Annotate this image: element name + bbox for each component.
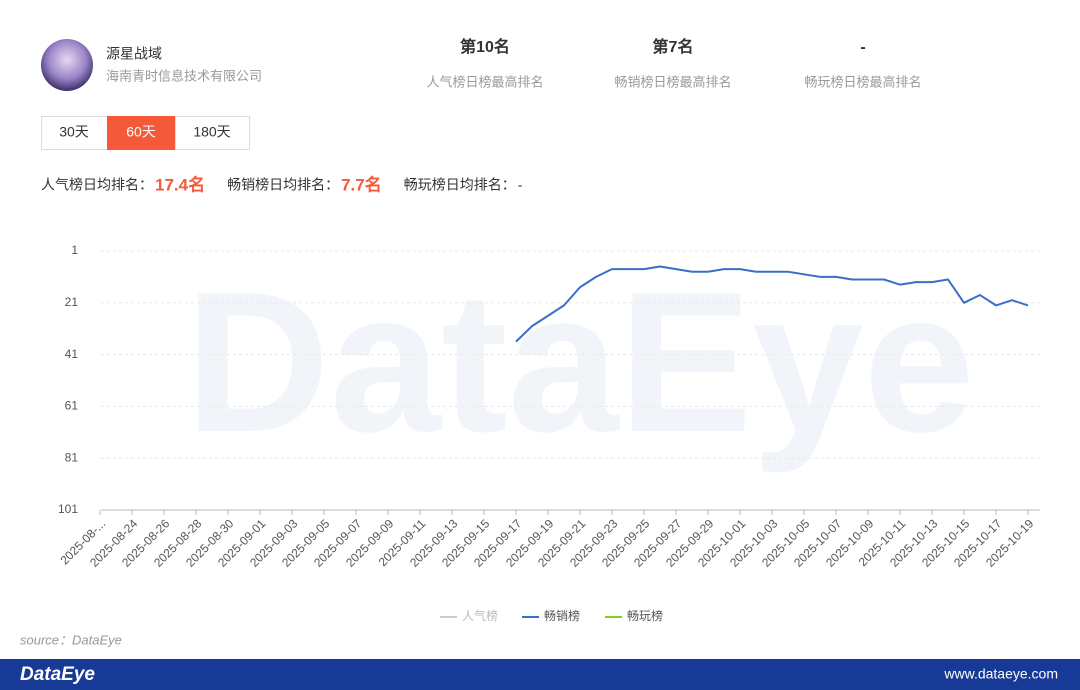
y-tick-label: 81 [65, 450, 79, 464]
stat-label: 人气榜日榜最高排名 [426, 74, 543, 89]
tab[interactable] [107, 116, 176, 150]
watermark: DataEye [185, 251, 974, 474]
company: 海南青时信息技术有限公司 [106, 68, 262, 83]
y-tick-label: 1 [71, 243, 78, 257]
y-tick-label: 41 [65, 347, 79, 361]
footer-bar [0, 659, 1080, 690]
tab-label[interactable]: 60天 [126, 124, 156, 140]
y-tick-label: 101 [58, 502, 78, 516]
y-tick-label: 21 [65, 295, 79, 309]
footer-url: www.dataeye.com [943, 666, 1058, 682]
series-line [515, 265, 1029, 343]
source: source：DataEye [20, 632, 122, 647]
app-name: 源星战域 [106, 46, 162, 62]
average-value: - [518, 177, 523, 193]
legend-label[interactable]: 畅玩榜 [627, 608, 663, 623]
stat-value: 第7名 [653, 37, 694, 56]
average-label: 畅玩榜日均排名： [404, 177, 516, 193]
legend-label[interactable]: 人气榜 [462, 608, 498, 623]
footer-brand: DataEye [20, 664, 95, 685]
average-value: 7.7名 [341, 174, 382, 194]
stat-label: 畅销榜日榜最高排名 [614, 74, 731, 89]
avatar [41, 39, 93, 91]
tab-label[interactable]: 180天 [193, 124, 230, 140]
y-tick-label: 61 [65, 399, 79, 413]
tab[interactable] [41, 116, 108, 150]
average-label: 畅销榜日均排名： [227, 177, 339, 193]
stat-label: 畅玩榜日榜最高排名 [804, 74, 921, 89]
legend-label[interactable]: 畅销榜 [544, 608, 580, 623]
stat-value: - [860, 39, 865, 56]
average-value: 17.4名 [155, 174, 205, 194]
stat-value: 第10名 [460, 37, 510, 56]
tab-label[interactable]: 30天 [59, 124, 89, 140]
tab[interactable] [175, 116, 250, 150]
average-label: 人气榜日均排名： [41, 177, 153, 193]
